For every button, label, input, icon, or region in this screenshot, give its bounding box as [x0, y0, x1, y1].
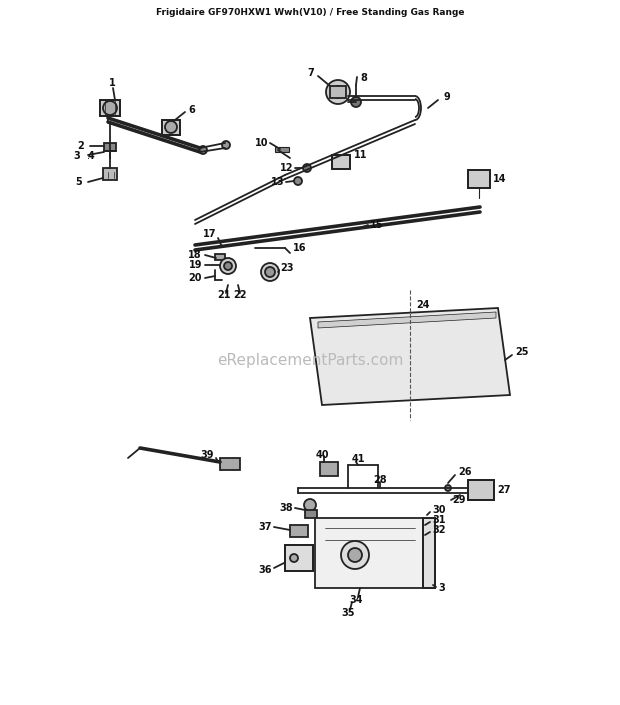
Text: 19: 19	[188, 260, 202, 270]
Text: 14: 14	[493, 174, 507, 184]
Text: 37: 37	[259, 522, 272, 532]
Bar	[104, 143, 116, 151]
Text: Frigidaire GF970HXW1 Wwh(V10) / Free Standing Gas Range: Frigidaire GF970HXW1 Wwh(V10) / Free Sta…	[156, 8, 464, 17]
Bar	[285, 545, 313, 571]
Text: 6: 6	[188, 105, 195, 115]
Text: 29: 29	[452, 495, 466, 505]
Text: 1: 1	[108, 78, 115, 88]
Circle shape	[326, 80, 350, 104]
Circle shape	[445, 485, 451, 491]
Text: 20: 20	[188, 273, 202, 283]
Text: 23: 23	[280, 263, 293, 273]
Bar	[215, 254, 225, 260]
Text: .: .	[87, 151, 89, 161]
Text: 13: 13	[270, 177, 284, 187]
Text: 11: 11	[354, 150, 368, 160]
Bar	[423, 518, 435, 588]
Circle shape	[103, 101, 117, 115]
Circle shape	[341, 541, 369, 569]
Polygon shape	[310, 308, 510, 405]
Text: 3: 3	[73, 151, 80, 161]
Circle shape	[199, 146, 207, 154]
Circle shape	[220, 258, 236, 274]
Text: 12: 12	[280, 163, 293, 173]
Text: 2: 2	[78, 141, 84, 151]
Bar	[275, 147, 289, 152]
Text: 24: 24	[416, 300, 430, 310]
Bar	[100, 100, 120, 116]
Text: 41: 41	[352, 454, 366, 464]
Text: 7: 7	[308, 68, 314, 78]
Text: 31: 31	[432, 515, 446, 525]
Text: 22: 22	[233, 290, 247, 300]
Text: 25: 25	[515, 347, 528, 357]
Bar	[330, 86, 346, 98]
Bar	[305, 510, 317, 518]
Bar	[220, 458, 240, 470]
Circle shape	[222, 141, 230, 149]
Text: 9: 9	[444, 92, 451, 102]
Text: 26: 26	[458, 467, 471, 477]
Bar	[290, 525, 308, 537]
Text: 5: 5	[75, 177, 82, 187]
Text: 16: 16	[293, 243, 306, 253]
Circle shape	[303, 164, 311, 172]
Text: 34: 34	[349, 595, 363, 605]
Text: 17: 17	[203, 229, 216, 239]
Circle shape	[348, 548, 362, 562]
Bar	[468, 170, 490, 188]
Text: 32: 32	[432, 525, 446, 535]
Circle shape	[304, 499, 316, 511]
Text: 27: 27	[497, 485, 510, 495]
Text: 21: 21	[217, 290, 231, 300]
Bar	[332, 155, 350, 169]
Bar	[103, 168, 117, 180]
Bar	[162, 120, 180, 135]
Text: 35: 35	[341, 608, 355, 618]
Circle shape	[265, 267, 275, 277]
Circle shape	[290, 554, 298, 562]
Text: 3: 3	[438, 583, 445, 593]
Text: 28: 28	[373, 475, 387, 485]
Bar	[468, 480, 494, 500]
Circle shape	[332, 86, 344, 98]
Text: eReplacementParts.com: eReplacementParts.com	[217, 352, 403, 367]
Circle shape	[261, 263, 279, 281]
Circle shape	[351, 97, 361, 107]
Text: 10: 10	[254, 138, 268, 148]
Text: 18: 18	[188, 250, 202, 260]
Text: 38: 38	[280, 503, 293, 513]
Text: 15: 15	[370, 220, 384, 230]
Polygon shape	[318, 312, 496, 328]
Text: 8: 8	[360, 73, 367, 83]
Text: 39: 39	[200, 450, 214, 460]
Text: 36: 36	[259, 565, 272, 575]
Bar	[315, 518, 423, 588]
Text: 30: 30	[432, 505, 446, 515]
Circle shape	[224, 262, 232, 270]
Circle shape	[294, 177, 302, 185]
Bar	[320, 462, 338, 476]
Text: 4: 4	[87, 151, 94, 161]
Circle shape	[165, 121, 177, 133]
Text: 40: 40	[315, 450, 329, 460]
